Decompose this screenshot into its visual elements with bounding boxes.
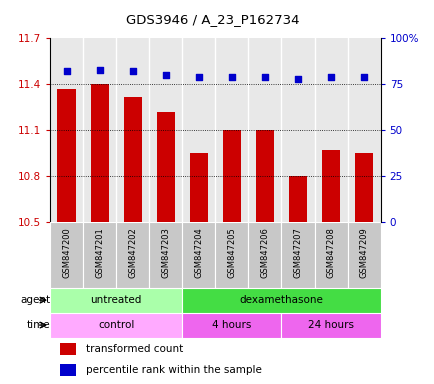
Text: transformed count: transformed count — [86, 344, 183, 354]
Text: GSM847208: GSM847208 — [326, 227, 335, 278]
Point — [360, 74, 367, 80]
Bar — [50, 288, 182, 313]
Bar — [60, 343, 76, 354]
Text: percentile rank within the sample: percentile rank within the sample — [86, 365, 262, 375]
Point — [327, 74, 334, 80]
Text: dexamethasone: dexamethasone — [239, 295, 322, 305]
Bar — [123, 96, 141, 222]
Bar — [347, 222, 380, 288]
Text: control: control — [98, 320, 134, 330]
Text: GSM847205: GSM847205 — [227, 227, 236, 278]
Bar — [90, 84, 108, 222]
Bar — [83, 222, 116, 288]
Bar — [60, 364, 76, 376]
Text: agent: agent — [20, 295, 50, 305]
Text: GSM847201: GSM847201 — [95, 227, 104, 278]
Bar — [189, 153, 207, 222]
Text: untreated: untreated — [90, 295, 141, 305]
Bar — [182, 288, 380, 313]
Point — [195, 74, 202, 80]
Bar — [281, 222, 314, 288]
Bar — [248, 222, 281, 288]
Bar — [50, 313, 182, 338]
Text: GSM847204: GSM847204 — [194, 227, 203, 278]
Point — [96, 66, 103, 73]
Bar — [314, 222, 347, 288]
Point — [129, 68, 136, 74]
Bar — [57, 89, 76, 222]
Text: GSM847207: GSM847207 — [293, 227, 302, 278]
Text: 24 hours: 24 hours — [307, 320, 353, 330]
Text: GSM847202: GSM847202 — [128, 227, 137, 278]
Bar — [182, 313, 281, 338]
Text: GSM847209: GSM847209 — [359, 227, 368, 278]
Bar — [50, 222, 83, 288]
Bar — [354, 153, 372, 222]
Bar — [288, 176, 306, 222]
Bar — [321, 150, 339, 222]
Text: 4 hours: 4 hours — [212, 320, 251, 330]
Bar — [116, 222, 149, 288]
Bar — [149, 222, 182, 288]
Text: time: time — [26, 320, 50, 330]
Bar — [156, 112, 174, 222]
Text: GDS3946 / A_23_P162734: GDS3946 / A_23_P162734 — [126, 13, 299, 26]
Bar — [222, 130, 240, 222]
Text: GSM847203: GSM847203 — [161, 227, 170, 278]
Bar — [182, 222, 215, 288]
Bar — [281, 313, 380, 338]
Text: GSM847200: GSM847200 — [62, 227, 71, 278]
Point — [261, 74, 268, 80]
Point — [294, 76, 301, 82]
Point — [162, 72, 169, 78]
Point — [228, 74, 235, 80]
Bar — [255, 130, 273, 222]
Text: GSM847206: GSM847206 — [260, 227, 269, 278]
Point — [63, 68, 70, 74]
Bar — [215, 222, 248, 288]
